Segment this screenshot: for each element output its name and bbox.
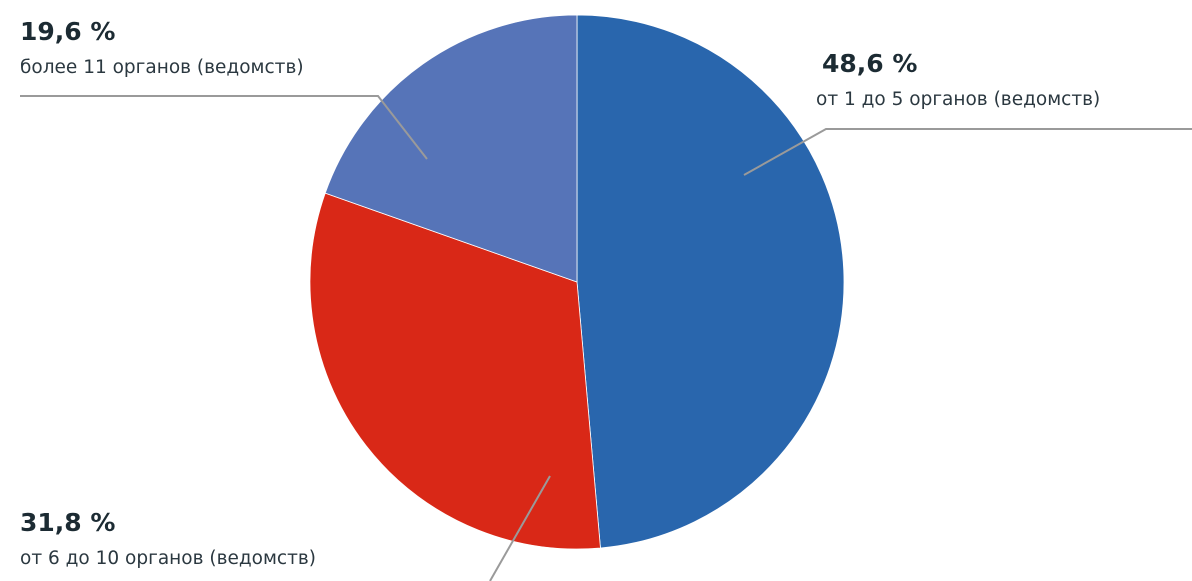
pie-slice-more-than-11 bbox=[324, 14, 578, 283]
pie-slices bbox=[309, 14, 845, 550]
slice-description-more-than-11: более 11 органов (ведомств) bbox=[20, 57, 304, 78]
slice-label-1-to-5: 48,6 % от 1 до 5 органов (ведомств) bbox=[816, 49, 1100, 110]
slice-label-6-to-10: 31,8 % от 6 до 10 органов (ведомств) bbox=[20, 508, 316, 569]
slice-percent-6-to-10: 31,8 % bbox=[20, 508, 115, 537]
slice-percent-1-to-5: 48,6 % bbox=[822, 49, 917, 78]
pie-slice-6-to-10 bbox=[309, 192, 601, 550]
leader-line-6-to-10 bbox=[489, 475, 551, 581]
pie-slice-1-to-5 bbox=[576, 14, 845, 549]
leader-line-more-than-11 bbox=[20, 95, 428, 160]
slice-percent-more-than-11: 19,6 % bbox=[20, 17, 115, 46]
slice-description-6-to-10: от 6 до 10 органов (ведомств) bbox=[20, 548, 316, 569]
slice-description-1-to-5: от 1 до 5 органов (ведомств) bbox=[816, 89, 1100, 110]
leader-line-1-to-5 bbox=[743, 128, 1192, 176]
slice-label-more-than-11: 19,6 % более 11 органов (ведомств) bbox=[20, 17, 304, 78]
